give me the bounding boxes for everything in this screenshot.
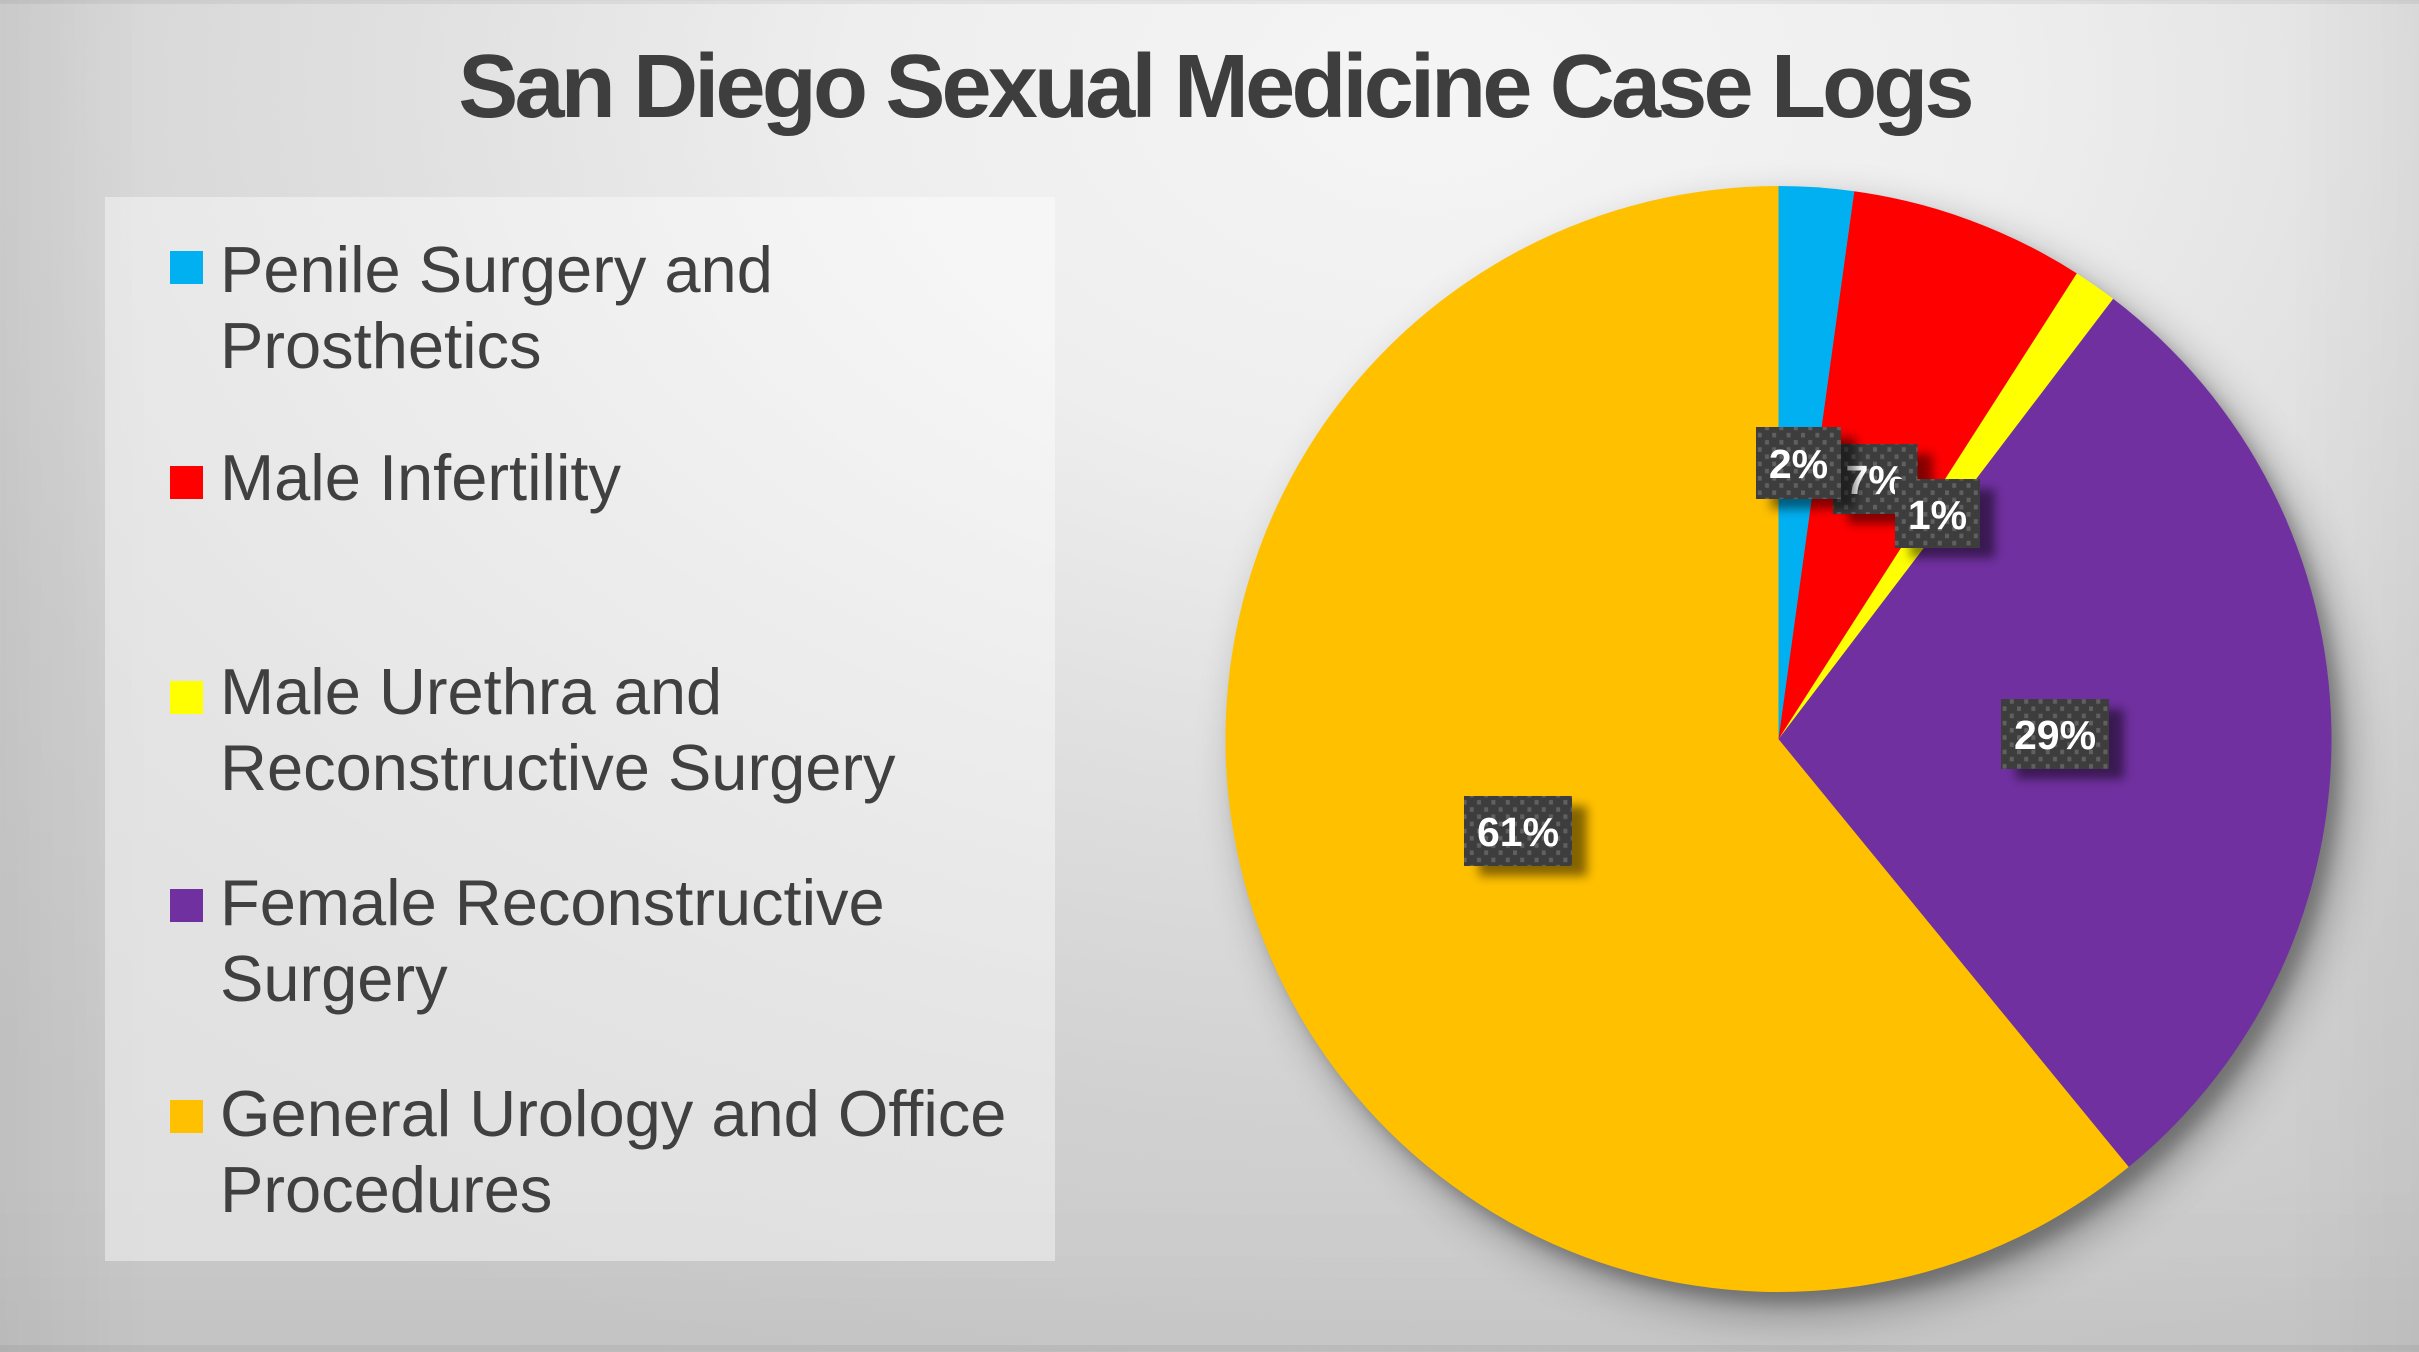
svg-text:29%: 29% — [2014, 712, 2096, 758]
svg-text:2%: 2% — [1769, 441, 1828, 487]
svg-text:1%: 1% — [1908, 492, 1967, 538]
svg-text:7%: 7% — [1846, 457, 1905, 503]
svg-text:61%: 61% — [1477, 809, 1559, 855]
